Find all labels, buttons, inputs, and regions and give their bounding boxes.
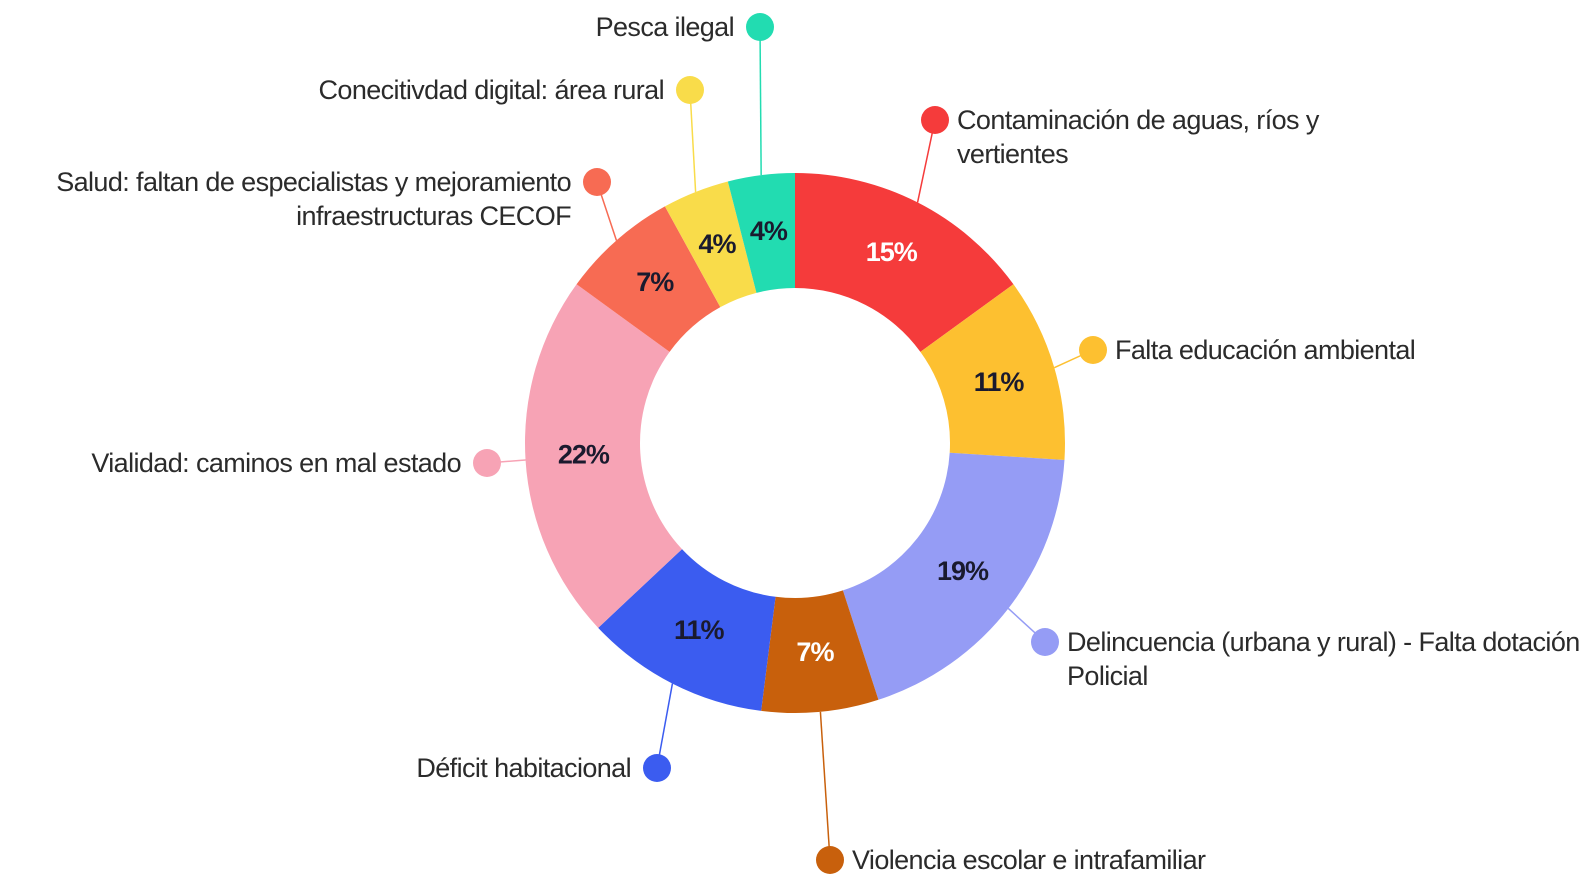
- value-label: 11%: [974, 367, 1025, 397]
- legend-dot: [921, 106, 949, 134]
- category-label: Falta educación ambiental: [1115, 335, 1416, 365]
- legend-dot: [816, 846, 844, 874]
- category-label: Contaminación de aguas, ríos y vertiente…: [957, 105, 1319, 169]
- donut-slice: [598, 549, 776, 711]
- value-label: 22%: [558, 439, 610, 469]
- leader-line: [689, 89, 697, 193]
- legend-dot: [473, 449, 501, 477]
- donut-slice: [920, 284, 1065, 460]
- category-label: Conecitivdad digital: área rural: [318, 75, 665, 105]
- donut-slice: [761, 590, 879, 713]
- donut-slice: [525, 284, 683, 628]
- value-label: 7%: [796, 637, 834, 667]
- donut-slice: [576, 206, 721, 352]
- legend-dot: [1031, 628, 1059, 656]
- category-label: Pesca ilegal: [595, 12, 735, 42]
- donut-slice: [842, 452, 1065, 700]
- value-label: 7%: [636, 267, 674, 297]
- legend-dot: [1079, 336, 1107, 364]
- donut-slice: [795, 173, 1014, 352]
- category-label: Salud: faltan de especialistas y mejoram…: [56, 167, 571, 231]
- legend-dot: [746, 13, 774, 41]
- leader-line: [916, 119, 936, 203]
- leader-line: [759, 26, 762, 176]
- legend-dot: [583, 168, 611, 196]
- donut-slice: [727, 173, 795, 293]
- value-label: 4%: [698, 229, 736, 259]
- leader-line: [656, 683, 674, 769]
- leader-line: [819, 711, 831, 861]
- category-label: Déficit habitacional: [416, 753, 631, 783]
- value-label: 4%: [750, 216, 788, 246]
- value-label: 19%: [937, 556, 989, 586]
- legend-dot: [643, 754, 671, 782]
- category-label: Vialidad: caminos en mal estado: [91, 448, 461, 478]
- category-label: Delincuencia (urbana y rural) - Falta do…: [1067, 627, 1580, 691]
- category-label: Violencia escolar e intrafamiliar: [852, 845, 1206, 875]
- legend-dot: [676, 76, 704, 104]
- value-label: 11%: [674, 615, 725, 645]
- donut-slice: [664, 181, 757, 308]
- value-label: 15%: [866, 237, 918, 267]
